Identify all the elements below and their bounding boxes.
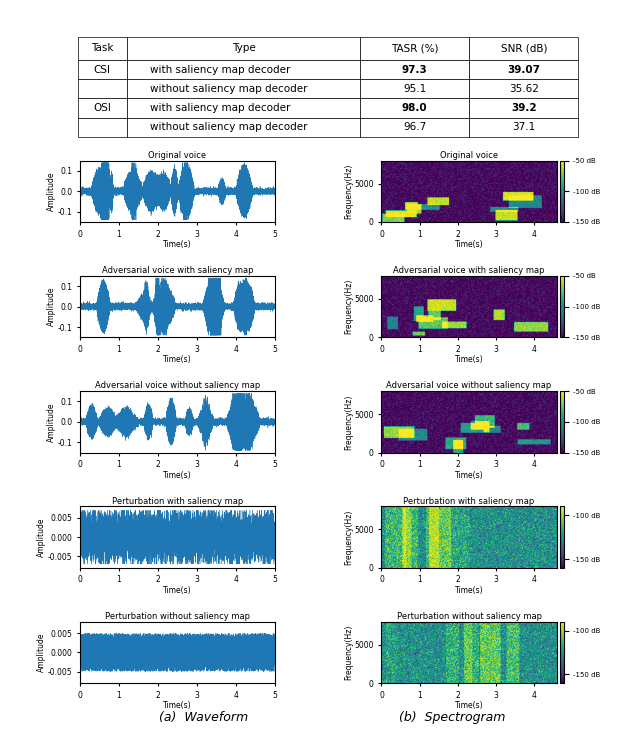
Title: Original voice: Original voice <box>440 151 498 160</box>
Title: Perturbation without saliency map: Perturbation without saliency map <box>105 612 250 621</box>
X-axis label: Time(s): Time(s) <box>454 586 483 595</box>
Title: Perturbation with saliency map: Perturbation with saliency map <box>403 496 534 506</box>
X-axis label: Time(s): Time(s) <box>163 586 191 595</box>
Y-axis label: Amplitude: Amplitude <box>47 402 56 442</box>
Title: Adversarial voice with saliency map: Adversarial voice with saliency map <box>102 266 253 275</box>
X-axis label: Time(s): Time(s) <box>163 240 191 249</box>
Title: Original voice: Original voice <box>148 151 206 160</box>
Y-axis label: Amplitude: Amplitude <box>37 633 46 672</box>
X-axis label: Time(s): Time(s) <box>454 356 483 364</box>
Y-axis label: Frequency(Hz): Frequency(Hz) <box>344 509 353 565</box>
Title: Perturbation without saliency map: Perturbation without saliency map <box>397 612 541 621</box>
X-axis label: Time(s): Time(s) <box>454 701 483 710</box>
Y-axis label: Frequency(Hz): Frequency(Hz) <box>344 279 353 334</box>
Title: Perturbation with saliency map: Perturbation with saliency map <box>111 496 243 506</box>
Y-axis label: Frequency(Hz): Frequency(Hz) <box>344 394 353 449</box>
Text: (b)  Spectrogram: (b) Spectrogram <box>399 711 505 724</box>
X-axis label: Time(s): Time(s) <box>163 356 191 364</box>
Y-axis label: Amplitude: Amplitude <box>47 172 56 211</box>
Y-axis label: Amplitude: Amplitude <box>37 518 46 557</box>
Title: Adversarial voice with saliency map: Adversarial voice with saliency map <box>393 266 545 275</box>
Title: Adversarial voice without saliency map: Adversarial voice without saliency map <box>95 382 260 391</box>
Text: (a)  Waveform: (a) Waveform <box>159 711 248 724</box>
X-axis label: Time(s): Time(s) <box>454 470 483 479</box>
X-axis label: Time(s): Time(s) <box>163 470 191 479</box>
Y-axis label: Amplitude: Amplitude <box>47 286 56 326</box>
Y-axis label: Frequency(Hz): Frequency(Hz) <box>344 625 353 680</box>
X-axis label: Time(s): Time(s) <box>454 240 483 249</box>
X-axis label: Time(s): Time(s) <box>163 701 191 710</box>
Title: Adversarial voice without saliency map: Adversarial voice without saliency map <box>387 382 552 391</box>
Y-axis label: Frequency(Hz): Frequency(Hz) <box>344 164 353 219</box>
